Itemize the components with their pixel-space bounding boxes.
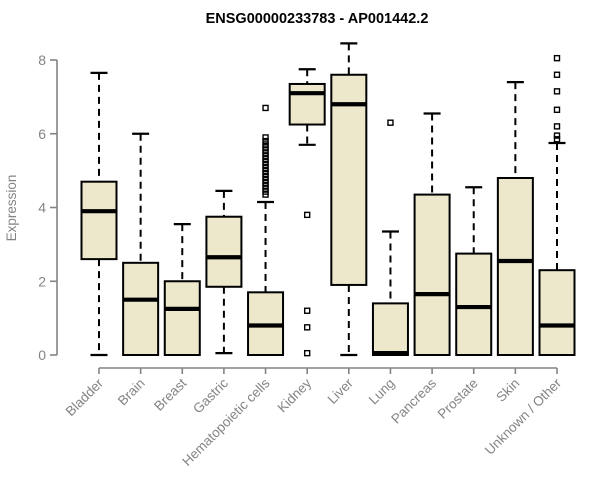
x-tick-label: Lung	[366, 376, 398, 408]
outlier-point	[262, 141, 269, 148]
x-tick-label: Unknown / Other	[482, 375, 565, 458]
outlier-point	[303, 349, 311, 357]
x-tick-label: Pancreas	[388, 375, 439, 426]
outlier-point	[262, 104, 269, 112]
y-tick-label: 6	[38, 126, 46, 142]
iqr-box	[330, 73, 368, 286]
outlier-point	[262, 134, 269, 141]
iqr-box	[371, 302, 409, 356]
box-breast	[163, 222, 201, 356]
outlier-point	[303, 324, 311, 331]
box-liver	[330, 42, 368, 357]
y-tick-label: 4	[38, 200, 46, 216]
box-pancreas	[413, 112, 451, 356]
y-axis-label: Expression	[4, 175, 19, 242]
iqr-box	[455, 252, 493, 356]
x-tick-label: Skin	[493, 376, 522, 405]
outlier-point	[553, 123, 561, 130]
box-lung	[371, 119, 409, 356]
box-kidney	[288, 68, 326, 357]
iqr-box	[122, 261, 160, 356]
box-hematopoietic-cells	[247, 104, 285, 356]
x-tick-label: Liver	[325, 375, 357, 407]
outlier-point	[553, 54, 561, 62]
iqr-box	[80, 180, 118, 261]
x-tick-label: Brain	[115, 376, 148, 409]
x-tick-label: Prostate	[435, 376, 481, 422]
iqr-box	[496, 177, 534, 356]
outlier-point	[303, 211, 311, 219]
box-gastric	[205, 189, 243, 355]
outlier-point	[262, 137, 269, 145]
box-brain	[122, 132, 160, 356]
outlier-point	[303, 307, 311, 314]
x-tick-label: Gastric	[190, 375, 231, 416]
box-skin	[496, 81, 534, 356]
outlier-point	[553, 132, 561, 139]
iqr-box	[163, 280, 201, 356]
y-tick-label: 8	[38, 52, 46, 68]
x-tick-label: Kidney	[275, 375, 315, 415]
box-bladder	[80, 71, 118, 357]
chart-title: ENSG00000233783 - AP001442.2	[206, 11, 429, 27]
x-tick-label: Breast	[151, 375, 189, 413]
iqr-box	[538, 269, 576, 356]
outlier-point	[553, 88, 561, 95]
x-tick-label: Bladder	[63, 375, 107, 419]
iqr-box	[413, 193, 451, 356]
box-unknown-other	[538, 54, 576, 356]
outlier-point	[553, 136, 561, 143]
y-tick-label: 0	[38, 347, 46, 363]
outlier-point	[553, 106, 561, 113]
outlier-point	[387, 119, 394, 126]
boxes	[80, 42, 576, 357]
y-tick-label: 2	[38, 273, 46, 289]
outlier-point	[553, 71, 561, 78]
iqr-box	[205, 215, 243, 288]
box-prostate	[455, 186, 493, 356]
iqr-box	[288, 82, 326, 126]
